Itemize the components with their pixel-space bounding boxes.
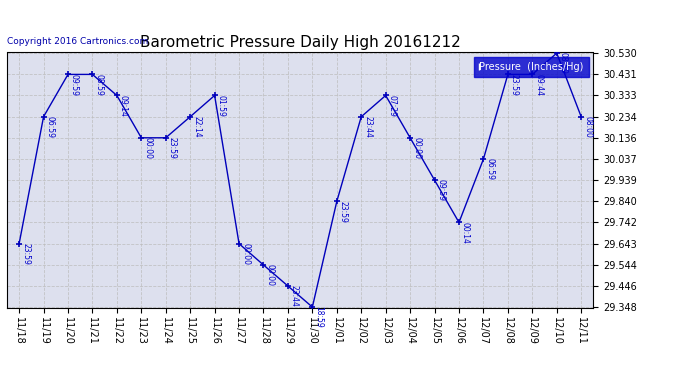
Text: 23:59: 23:59	[168, 137, 177, 159]
Text: 01:59: 01:59	[217, 95, 226, 117]
Text: 07:29: 07:29	[388, 95, 397, 117]
Text: 08:00: 08:00	[583, 116, 592, 138]
Text: 08:59: 08:59	[95, 74, 103, 96]
Text: 09:59: 09:59	[70, 74, 79, 96]
Text: 23:44: 23:44	[290, 285, 299, 307]
Text: 00:00: 00:00	[412, 137, 421, 159]
Text: 23:59: 23:59	[339, 201, 348, 223]
Text: Copyright 2016 Cartronics.com: Copyright 2016 Cartronics.com	[7, 38, 148, 46]
Text: 00:00: 00:00	[241, 243, 250, 265]
Text: 23:59: 23:59	[510, 74, 519, 96]
Text: 23:59: 23:59	[21, 243, 30, 265]
Text: 22:14: 22:14	[192, 116, 201, 138]
Title: Barometric Pressure Daily High 20161212: Barometric Pressure Daily High 20161212	[140, 35, 460, 50]
Text: 08:59: 08:59	[559, 53, 568, 74]
Text: 00:00: 00:00	[144, 137, 152, 159]
Legend: Pressure  (Inches/Hg): Pressure (Inches/Hg)	[475, 57, 589, 77]
Text: 06:59: 06:59	[46, 116, 55, 138]
Text: 09:14: 09:14	[119, 95, 128, 117]
Text: 06:59: 06:59	[485, 158, 495, 180]
Text: 23:44: 23:44	[363, 116, 372, 138]
Text: 09:59: 09:59	[437, 180, 446, 201]
Text: 09:44: 09:44	[534, 74, 543, 96]
Text: 00:00: 00:00	[266, 264, 275, 286]
Text: 18:59: 18:59	[315, 306, 324, 328]
Text: 00:14: 00:14	[461, 222, 470, 244]
